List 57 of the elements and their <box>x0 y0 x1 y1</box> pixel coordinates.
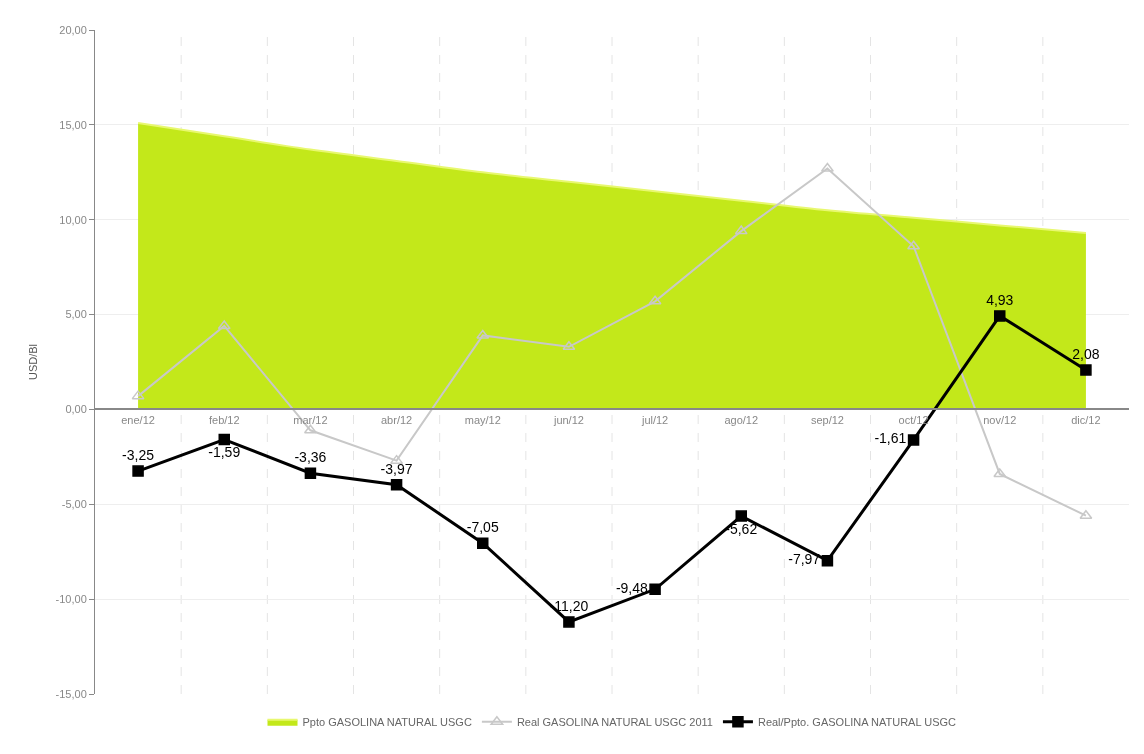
point <box>477 537 489 549</box>
legend-label: Ppto GASOLINA NATURAL USGC <box>302 716 472 729</box>
point <box>390 479 403 491</box>
x-tick-label: ene/12 <box>121 413 155 426</box>
point <box>303 424 317 434</box>
point <box>907 240 921 250</box>
data-label: -3,25 <box>122 447 155 464</box>
y-tick-label: 10,00 <box>59 213 87 226</box>
point <box>217 320 231 330</box>
y-tick-label: -15,00 <box>55 687 87 700</box>
point <box>132 465 144 477</box>
data-label: -5,62 <box>725 520 758 537</box>
x-tick-label: may/12 <box>464 413 501 426</box>
x-tick-label: sep/12 <box>810 413 844 426</box>
point <box>218 433 230 446</box>
data-label: -3,36 <box>294 449 327 466</box>
point <box>820 162 834 172</box>
legend-label: Real GASOLINA NATURAL USGC 2011 <box>516 716 713 729</box>
point <box>304 467 317 479</box>
y-tick-label: -10,00 <box>55 592 87 605</box>
y-tick-label: 20,00 <box>59 23 87 36</box>
data-label: 2,08 <box>1072 346 1100 363</box>
data-label: -9,48 <box>615 579 649 596</box>
point <box>131 390 145 400</box>
point <box>994 310 1006 322</box>
y-tick-label: 15,00 <box>59 118 87 131</box>
point <box>648 295 662 305</box>
point <box>1080 364 1092 376</box>
data-label: -1,61 <box>874 430 907 447</box>
data-label: -7,05 <box>466 519 499 536</box>
x-tick-label: dic/12 <box>1071 413 1101 426</box>
point <box>562 341 576 351</box>
point <box>734 225 748 235</box>
data-label: -1,59 <box>208 444 241 461</box>
y-axis-title: USD/Bl <box>27 343 40 381</box>
point <box>649 583 661 596</box>
x-tick-label: ago/12 <box>724 413 759 426</box>
y-tick-label: -5,00 <box>61 498 87 511</box>
point <box>821 554 834 567</box>
point <box>907 434 920 446</box>
x-tick-label: jun/12 <box>552 413 584 426</box>
x-tick-label: feb/12 <box>208 413 240 426</box>
legend-label: Real/Ppto. GASOLINA NATURAL USGC <box>757 716 957 729</box>
x-tick-label: abr/12 <box>380 413 413 426</box>
data-label: 4,93 <box>986 292 1014 309</box>
point <box>390 454 404 464</box>
point <box>1079 509 1093 519</box>
point <box>476 329 490 339</box>
point <box>563 616 575 628</box>
point <box>735 510 747 522</box>
y-tick-label: 5,00 <box>65 308 87 321</box>
data-label: -3,97 <box>380 461 413 477</box>
y-tick-label: 0,00 <box>65 403 87 416</box>
x-tick-label: nov/12 <box>983 413 1017 426</box>
x-tick-label: jul/12 <box>640 413 669 426</box>
x-tick-label: mar/12 <box>293 413 328 426</box>
point <box>993 468 1007 478</box>
